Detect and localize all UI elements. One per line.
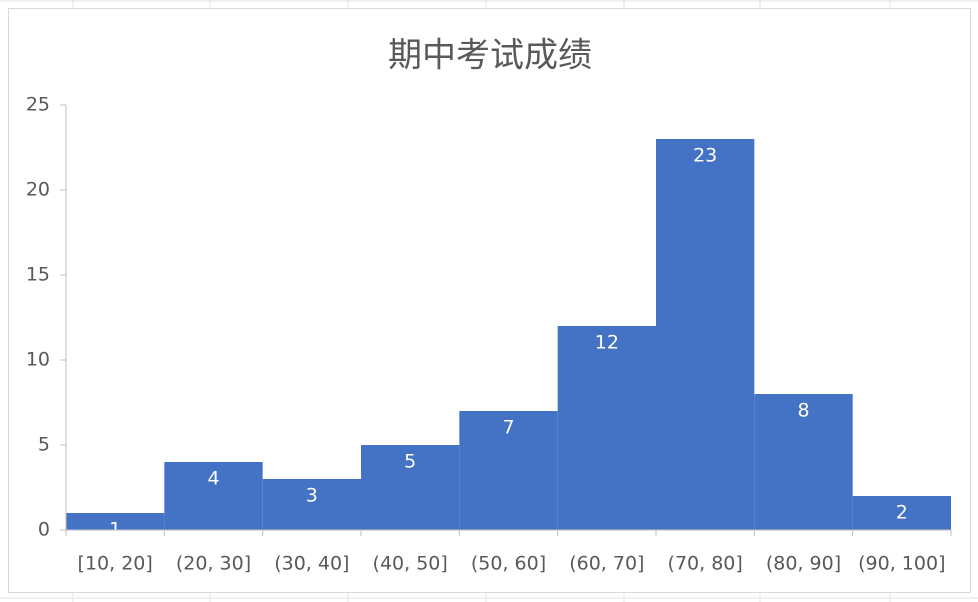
x-tick-label: (40, 50] (373, 553, 448, 575)
y-tick-label: 5 (38, 434, 50, 456)
chart-title: 期中考试成绩 (388, 36, 592, 76)
y-tick-label: 20 (26, 179, 50, 201)
data-label: 8 (797, 400, 809, 422)
y-tick-label: 10 (26, 349, 50, 371)
y-tick-label: 25 (26, 94, 50, 116)
data-label: 7 (502, 417, 514, 439)
bar (361, 445, 460, 530)
bar (754, 394, 853, 530)
data-label: 23 (693, 145, 717, 167)
bar (262, 479, 361, 530)
bar (656, 139, 755, 530)
data-label: 3 (306, 485, 318, 507)
x-tick-label: (50, 60] (471, 553, 546, 575)
data-label: 2 (896, 502, 908, 524)
data-label: 4 (207, 468, 219, 490)
bar (459, 411, 558, 530)
data-label: 5 (404, 451, 416, 473)
x-tick-label: (60, 70] (569, 553, 644, 575)
x-tick-label: (70, 80] (668, 553, 743, 575)
bar (66, 513, 165, 530)
data-label: 12 (595, 332, 619, 354)
x-tick-label: (80, 90] (766, 553, 841, 575)
x-tick-label: [10, 20] (78, 553, 153, 575)
y-tick-label: 0 (38, 519, 50, 541)
y-tick-label: 15 (26, 264, 50, 286)
x-tick-label: (30, 40] (274, 553, 349, 575)
bar (164, 462, 263, 530)
x-tick-label: (90, 100] (858, 553, 945, 575)
bar (557, 326, 656, 530)
x-tick-label: (20, 30] (176, 553, 251, 575)
bar (852, 496, 951, 530)
